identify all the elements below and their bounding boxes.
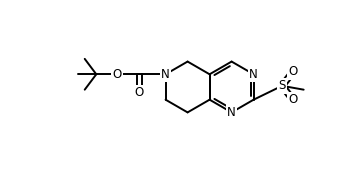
Text: O: O: [135, 86, 144, 99]
Text: N: N: [161, 68, 170, 81]
Text: O: O: [288, 65, 297, 79]
Text: S: S: [278, 79, 286, 92]
Text: N: N: [249, 68, 258, 81]
Text: N: N: [227, 106, 236, 119]
Text: O: O: [288, 93, 297, 106]
Text: O: O: [113, 68, 122, 81]
